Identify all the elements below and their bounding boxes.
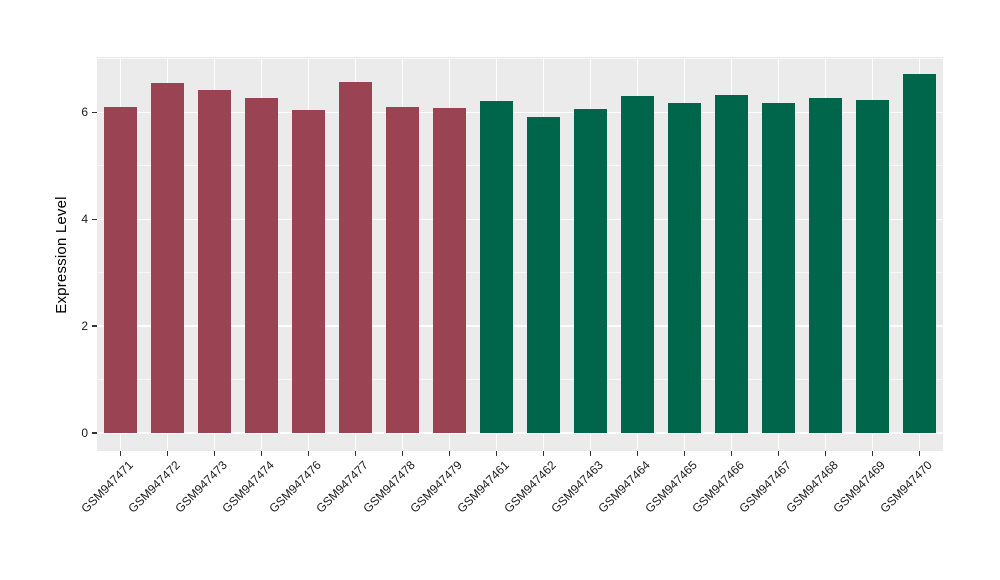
- x-tick-mark: [918, 451, 921, 456]
- y-tick-label: 2: [81, 319, 88, 334]
- bar-GSM947464: [620, 95, 655, 434]
- x-tick-mark: [777, 451, 780, 456]
- gridline-minor-y7: [97, 58, 943, 60]
- x-tick-mark: [683, 451, 686, 456]
- bar-GSM947479: [432, 108, 467, 434]
- bar-GSM947473: [197, 89, 232, 434]
- gridline-major-y2: [97, 325, 943, 327]
- y-tick-label: 6: [81, 105, 88, 120]
- gridline-minor-y3: [97, 272, 943, 274]
- bar-GSM947466: [714, 95, 749, 434]
- y-tick-mark: [92, 325, 97, 327]
- bar-GSM947463: [573, 109, 608, 434]
- bar-GSM947469: [855, 100, 890, 434]
- x-tick-mark: [871, 451, 874, 456]
- bar-GSM947470: [902, 74, 937, 434]
- y-tick-mark: [92, 111, 97, 114]
- y-tick-mark: [92, 218, 97, 220]
- gridline-major-y6: [97, 111, 943, 114]
- x-tick-mark: [166, 451, 169, 456]
- x-tick-mark: [730, 451, 733, 456]
- plot-panel: [97, 57, 943, 451]
- x-tick-mark: [636, 451, 639, 456]
- bar-GSM947472: [150, 82, 185, 434]
- gridline-major-y0: [97, 432, 943, 434]
- bar-GSM947468: [808, 98, 843, 434]
- y-tick-mark: [92, 432, 97, 434]
- bar-GSM947465: [667, 103, 702, 434]
- x-tick-mark: [589, 451, 592, 456]
- x-tick-mark: [213, 451, 216, 456]
- y-tick-label: 0: [81, 426, 88, 441]
- bar-GSM947461: [479, 100, 514, 434]
- x-tick-mark: [448, 451, 451, 456]
- x-tick-mark: [542, 451, 545, 456]
- bar-GSM947471: [103, 106, 138, 434]
- gridline-minor-y1: [97, 379, 943, 381]
- x-tick-mark: [495, 451, 498, 456]
- bar-GSM947462: [526, 116, 561, 434]
- x-tick-mark: [119, 451, 122, 456]
- x-tick-mark: [307, 451, 310, 456]
- bar-GSM947478: [385, 106, 420, 434]
- bar-GSM947474: [244, 97, 279, 434]
- x-tick-mark: [260, 451, 263, 456]
- x-tick-mark: [354, 451, 357, 456]
- bar-GSM947467: [761, 102, 796, 434]
- x-tick-mark: [824, 451, 827, 456]
- gridline-major-y4: [97, 218, 943, 220]
- bar-GSM947476: [291, 110, 326, 434]
- bar-GSM947477: [338, 81, 373, 434]
- y-tick-label: 4: [81, 212, 88, 227]
- gridline-minor-y5: [97, 165, 943, 167]
- y-axis-title: Expression Level: [53, 196, 70, 314]
- x-tick-mark: [401, 451, 404, 456]
